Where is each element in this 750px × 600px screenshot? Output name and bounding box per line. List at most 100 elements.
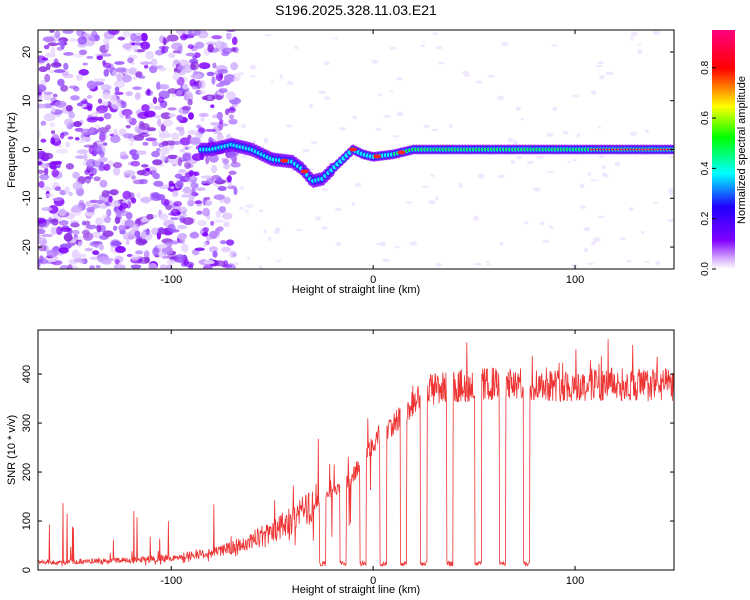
noise-blob [201,180,207,184]
noise-speck [409,241,418,246]
noise-speck [242,154,247,158]
noise-blob [45,193,54,198]
noise-speck [245,204,254,209]
noise-blob [72,229,80,236]
noise-blob [38,60,46,64]
noise-blob [50,137,56,145]
noise-speck [432,32,438,36]
noise-blob [143,64,149,69]
noise-blob [136,192,141,199]
noise-blob [221,212,233,220]
noise-blob [172,190,179,198]
noise-blob [131,175,136,180]
noise-blob [70,222,80,228]
noise-blob [204,196,211,201]
spectrogram-noise [38,30,674,269]
noise-blob [190,73,203,79]
noise-blob [116,73,122,82]
noise-speck [652,201,659,204]
noise-blob [46,187,52,192]
noise-speck [667,156,674,159]
noise-blob [85,211,94,217]
x-tick-label: 0 [370,274,376,286]
noise-speck [391,135,400,138]
noise-blob [114,86,120,94]
noise-blob [94,159,101,167]
noise-blob [102,62,112,69]
noise-blob [182,64,193,73]
noise-blob [187,134,192,140]
noise-speck [302,148,310,153]
noise-blob [170,186,175,190]
noise-blob [205,155,210,165]
noise-speck [428,200,436,205]
noise-blob [77,253,87,258]
noise-blob [207,95,213,101]
noise-speck [310,141,318,145]
noise-blob [209,230,218,240]
noise-blob [146,88,151,96]
noise-blob [130,33,137,42]
noise-blob [42,36,55,42]
noise-blob [217,123,229,127]
x-tick-label: 100 [566,274,584,286]
noise-blob [86,94,93,99]
noise-blob [38,217,47,224]
noise-blob [141,217,148,223]
noise-blob [187,129,197,135]
noise-speck [335,241,342,247]
noise-blob [114,61,125,65]
noise-blob [102,142,108,146]
noise-blob [115,67,127,73]
noise-blob [67,136,74,140]
noise-blob [215,39,222,49]
noise-blob [203,259,215,265]
noise-blob [73,86,80,92]
noise-blob [205,41,218,46]
noise-speck [629,131,638,137]
colorbar-label: Normalized spectral amplitude [736,76,748,224]
noise-speck [321,188,328,191]
noise-speck [380,241,387,247]
ridge-hotspot [348,147,357,152]
noise-blob [130,197,137,204]
noise-blob [208,154,219,163]
colorbar-tick-label: 0.2 [700,211,711,225]
noise-blob [98,156,108,163]
noise-blob [106,208,112,217]
noise-blob [46,63,51,71]
noise-blob [115,209,122,218]
noise-blob [195,131,203,139]
noise-blob [202,232,209,237]
noise-blob [73,256,82,263]
noise-blob [159,132,165,141]
noise-blob [210,122,220,126]
noise-blob [94,244,99,249]
noise-speck [601,165,606,170]
noise-blob [63,52,74,56]
noise-blob [160,154,167,162]
noise-blob [82,232,94,241]
noise-blob [176,180,184,189]
noise-blob [216,83,225,88]
noise-blob [210,104,215,109]
noise-speck [286,80,294,86]
noise-blob [218,206,227,213]
noise-speck [258,209,264,213]
noise-blob [145,137,157,142]
noise-blob [188,264,194,269]
noise-blob [177,157,183,167]
noise-speck [448,123,453,128]
noise-blob [130,264,142,269]
colorbar-tick-label: 0.0 [700,262,711,276]
noise-blob [198,112,209,118]
noise-speck [263,138,269,144]
noise-blob [49,30,55,33]
noise-blob [43,91,53,96]
noise-speck [628,207,634,211]
noise-blob [160,198,170,206]
noise-blob [225,32,232,37]
noise-blob [113,199,121,207]
noise-blob [194,247,205,252]
noise-blob [166,259,176,265]
